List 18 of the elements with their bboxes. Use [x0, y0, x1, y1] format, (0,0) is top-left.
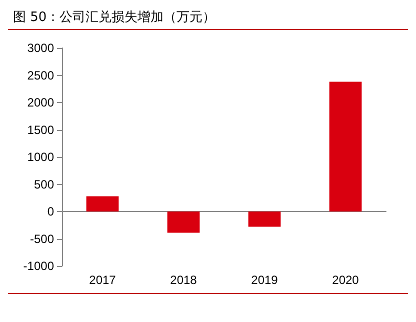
y-tick-label: 500: [34, 177, 54, 192]
y-tick-label: -1000: [23, 259, 54, 273]
x-tick-label: 2017: [89, 273, 116, 287]
x-tick-label: 2019: [251, 273, 278, 287]
y-tick-label: 1500: [27, 122, 54, 137]
y-tick-label: 0: [47, 204, 54, 218]
y-tick-label: 3000: [27, 41, 54, 55]
bar: [248, 212, 281, 227]
bar: [86, 196, 119, 212]
bar: [329, 82, 362, 212]
y-tick-label: 2500: [27, 68, 54, 82]
x-tick-label: 2018: [170, 273, 198, 287]
y-tick-label: 1000: [27, 150, 54, 164]
chart-title: 图 50：公司汇兑损失增加（万元）: [13, 10, 216, 25]
x-tick-label: 2020: [332, 273, 360, 287]
bar: [167, 212, 200, 233]
y-tick-label: 2000: [27, 96, 54, 110]
y-tick-label: -500: [30, 232, 54, 246]
